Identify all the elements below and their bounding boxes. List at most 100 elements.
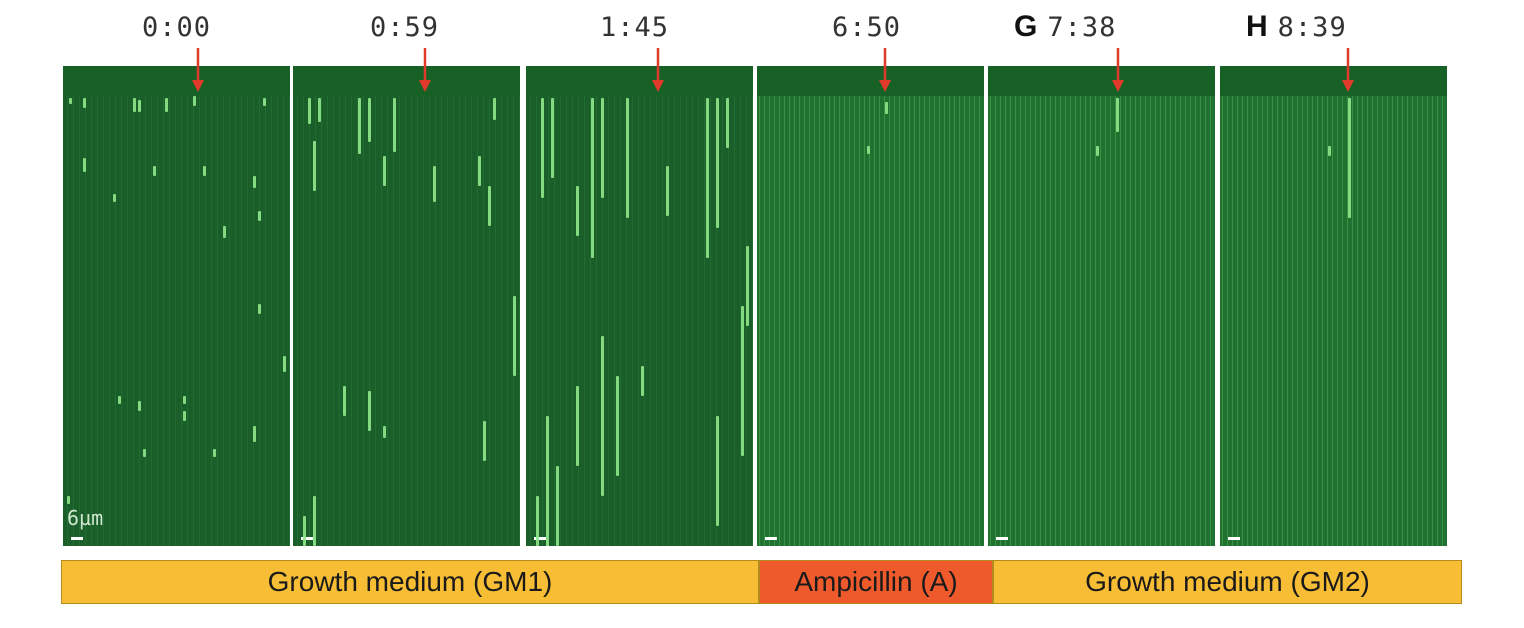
- microscopy-panel-3: [757, 66, 984, 546]
- bacterial-cell: [726, 98, 729, 148]
- bacterial-cell: [746, 246, 749, 326]
- microscopy-panel-4: [988, 66, 1215, 546]
- red-arrow-icon: [649, 48, 667, 96]
- time-label-0: 0:00: [132, 10, 211, 44]
- bacterial-cell: [83, 158, 86, 172]
- bacterial-cell: [867, 146, 870, 154]
- bacterial-cell: [118, 396, 121, 404]
- bacterial-cell: [303, 516, 306, 546]
- bacterial-cell: [258, 304, 261, 314]
- bacterial-cell: [478, 156, 481, 186]
- microscopy-panel-5: [1220, 66, 1447, 546]
- bacterial-cell: [1328, 146, 1331, 156]
- bacterial-cell: [343, 386, 346, 416]
- red-arrow-icon: [1109, 48, 1127, 96]
- bacterial-cell: [1096, 146, 1099, 156]
- bacterial-cell: [626, 98, 629, 218]
- microscopy-panel-0: 6µm: [63, 66, 290, 546]
- bacterial-cell: [513, 296, 516, 376]
- channel-header: [1220, 66, 1447, 96]
- medium-bar-gm1: Growth medium (GM1): [61, 560, 759, 604]
- medium-bar-gm2: Growth medium (GM2): [993, 560, 1462, 604]
- microscopy-panel-2: [526, 66, 753, 546]
- scale-bar: [1228, 537, 1240, 540]
- time-label-1: 0:59: [360, 10, 439, 44]
- channel-header: [63, 66, 290, 96]
- bacterial-cell: [83, 98, 86, 108]
- time-label-5: H 8:39: [1246, 10, 1347, 44]
- red-arrow-icon: [876, 48, 894, 96]
- bacterial-cell: [143, 449, 146, 457]
- bacterial-cell: [493, 98, 496, 120]
- bacterial-cell: [601, 98, 604, 198]
- red-arrow-icon: [416, 48, 434, 96]
- bacterial-cell: [551, 98, 554, 178]
- bacterial-cell: [483, 421, 486, 461]
- bacterial-cell: [541, 98, 544, 198]
- bacterial-cell: [601, 336, 604, 496]
- bacterial-cell: [283, 356, 286, 372]
- bacterial-cell: [1348, 98, 1351, 218]
- microscopy-panel-1: [293, 66, 520, 546]
- bacterial-cell: [203, 166, 206, 176]
- bacterial-cell: [213, 449, 216, 457]
- bacterial-cell: [591, 98, 594, 258]
- bacterial-cell: [576, 186, 579, 236]
- bacterial-cell: [383, 156, 386, 186]
- bacterial-cell: [318, 98, 321, 122]
- bacterial-cell: [153, 166, 156, 176]
- bacterial-cell: [223, 226, 226, 238]
- bacterial-cell: [138, 100, 141, 112]
- bacterial-cell: [576, 386, 579, 466]
- bacterial-cell: [641, 366, 644, 396]
- scale-label: 6µm: [67, 506, 103, 530]
- channel-header: [526, 66, 753, 96]
- bacterial-cell: [113, 194, 116, 202]
- bacterial-cell: [393, 98, 396, 152]
- bacterial-cell: [716, 416, 719, 526]
- red-arrow-icon: [189, 48, 207, 96]
- red-arrow-icon: [1339, 48, 1357, 96]
- bacterial-cell: [741, 306, 744, 456]
- scale-bar: [765, 537, 777, 540]
- time-label-4: G 7:38: [1014, 10, 1116, 44]
- bacterial-cell: [258, 211, 261, 221]
- bacterial-cell: [383, 426, 386, 438]
- channel-header: [988, 66, 1215, 96]
- bacterial-cell: [358, 98, 361, 154]
- bacterial-cell: [313, 496, 316, 546]
- bacterial-cell: [536, 496, 539, 546]
- bacterial-cell: [313, 141, 316, 191]
- time-label-3: 6:50: [822, 10, 901, 44]
- time-label-2: 1:45: [590, 10, 669, 44]
- bacterial-cell: [616, 376, 619, 476]
- bacterial-cell: [183, 396, 186, 404]
- bacterial-cell: [368, 98, 371, 142]
- bacterial-cell: [308, 98, 311, 124]
- bacterial-cell: [666, 166, 669, 216]
- bacterial-cell: [253, 176, 256, 188]
- bacterial-cell: [263, 98, 266, 106]
- bacterial-cell: [183, 411, 186, 421]
- bacterial-cell: [253, 426, 256, 442]
- medium-bar-ampicillin: Ampicillin (A): [759, 560, 993, 604]
- bacterial-cell: [138, 401, 141, 411]
- bacterial-cell: [885, 102, 888, 114]
- channel-header: [757, 66, 984, 96]
- bacterial-cell: [1116, 98, 1119, 132]
- bacterial-cell: [556, 466, 559, 546]
- bacterial-cell: [193, 96, 196, 106]
- bacterial-cell: [67, 496, 70, 504]
- bacterial-cell: [368, 391, 371, 431]
- bacterial-cell: [133, 98, 136, 112]
- bacterial-cell: [716, 98, 719, 228]
- scale-bar: [996, 537, 1008, 540]
- channel-header: [293, 66, 520, 96]
- scale-bar: [71, 537, 83, 540]
- bacterial-cell: [546, 416, 549, 546]
- bacterial-cell: [69, 98, 72, 104]
- bacterial-cell: [433, 166, 436, 202]
- bacterial-cell: [488, 186, 491, 226]
- bacterial-cell: [165, 98, 168, 112]
- bacterial-cell: [706, 98, 709, 258]
